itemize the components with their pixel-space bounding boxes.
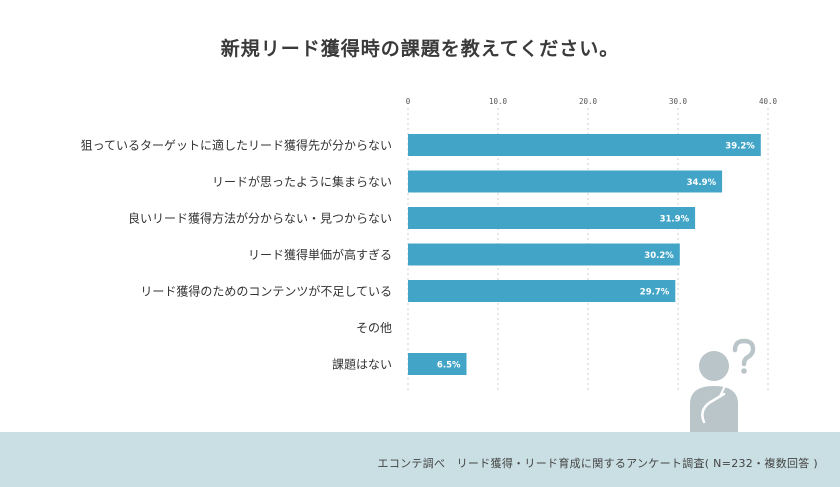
category-label: リード獲得のためのコンテンツが不足している [140,284,392,299]
category-label: 狙っているターゲットに適したリード獲得先が分からない [81,138,392,153]
data-label: 29.7% [640,288,670,298]
data-label: 31.9% [660,215,690,225]
x-tick-label: 10.0 [489,97,508,106]
data-label: 30.2% [644,251,674,261]
data-label: 6.5% [437,361,461,371]
bar [408,243,680,266]
category-label: 課題はない [332,357,392,372]
data-label: 39.2% [725,142,755,152]
category-label: リード獲得単価が高すぎる [248,247,392,262]
x-tick-label: 30.0 [669,97,688,106]
data-label: 34.9% [687,178,717,188]
bar [408,170,723,193]
x-tick-label: 20.0 [579,97,598,106]
category-label: その他 [356,321,392,335]
chart-title: 新規リード獲得時の課題を教えてください。 [220,38,620,60]
bar [408,280,676,302]
bar-chart: 0 10.0 20.0 30.0 40.0 狙っているターゲットに適したリード獲得先が分か… [81,97,778,392]
x-tick-label: 0 [406,97,411,106]
bar [408,134,761,156]
bar [408,353,467,375]
thinking-person-icon [690,338,756,432]
category-label: リードが思ったように集まらない [212,174,392,189]
footer-band: エコンテ調べ リード獲得・リード育成に関するアンケート調査( N=232・複数回… [0,432,840,487]
x-tick-label: 40.0 [759,97,778,106]
source-note: エコンテ調べ リード獲得・リード育成に関するアンケート調査( N=232・複数回… [377,457,818,470]
bar [408,207,696,229]
category-label: 良いリード獲得方法が分からない・見つからない [128,211,392,226]
